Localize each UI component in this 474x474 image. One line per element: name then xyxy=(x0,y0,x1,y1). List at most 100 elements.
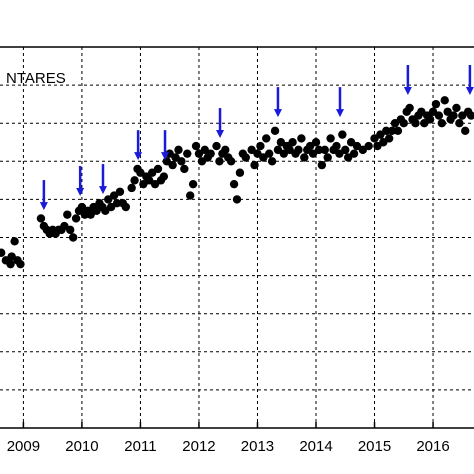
point xyxy=(229,179,239,189)
point xyxy=(425,115,435,124)
point xyxy=(256,141,265,151)
point xyxy=(16,259,25,269)
point xyxy=(232,195,242,204)
point xyxy=(183,149,192,158)
point xyxy=(226,157,236,166)
point xyxy=(320,145,329,155)
x-tick-label: 2011 xyxy=(124,438,156,455)
point xyxy=(127,183,136,193)
point xyxy=(300,153,309,162)
point xyxy=(6,259,15,269)
point xyxy=(36,214,46,223)
point xyxy=(153,164,163,174)
arrow-head xyxy=(465,87,474,96)
point xyxy=(338,130,347,139)
point xyxy=(0,248,6,257)
x-tick-label: 2014 xyxy=(299,438,332,455)
arrow-head xyxy=(216,130,225,139)
point xyxy=(434,111,444,120)
point xyxy=(174,145,183,155)
arrow-head xyxy=(98,186,107,195)
point xyxy=(399,119,408,128)
point xyxy=(264,149,274,158)
point xyxy=(364,141,373,151)
point xyxy=(314,145,324,155)
point xyxy=(440,96,449,105)
arrow xyxy=(39,180,48,211)
arrow xyxy=(161,130,170,161)
point xyxy=(323,153,332,162)
point xyxy=(449,111,458,120)
point xyxy=(212,141,221,151)
point xyxy=(405,103,414,113)
arrow-head xyxy=(403,87,412,96)
arrow-head xyxy=(39,202,48,211)
point xyxy=(431,99,441,109)
point xyxy=(63,210,72,219)
point xyxy=(66,225,75,235)
point xyxy=(180,164,189,174)
point xyxy=(215,157,224,166)
point xyxy=(297,134,306,143)
arrow xyxy=(216,108,225,139)
arrow-head xyxy=(76,187,85,196)
point xyxy=(188,179,198,189)
x-tick-label: 2016 xyxy=(416,438,449,455)
point xyxy=(384,134,394,143)
point xyxy=(270,126,280,136)
point xyxy=(466,111,474,120)
arrow xyxy=(76,165,85,196)
arrow-head xyxy=(134,152,143,161)
point xyxy=(206,149,215,158)
point xyxy=(437,119,447,128)
point xyxy=(393,126,403,136)
point xyxy=(267,157,277,166)
point xyxy=(411,119,420,128)
arrow-head xyxy=(273,109,282,118)
arrow xyxy=(98,164,107,195)
point xyxy=(177,157,186,166)
point xyxy=(112,199,122,208)
x-tick-label: 2013 xyxy=(241,438,274,455)
arrow xyxy=(403,65,412,96)
point xyxy=(130,176,139,185)
arrow xyxy=(335,87,344,118)
arrow-head xyxy=(161,152,170,161)
point xyxy=(185,191,195,200)
arrow xyxy=(465,65,474,96)
point xyxy=(115,187,125,196)
arrow xyxy=(273,87,282,118)
point xyxy=(262,134,271,143)
point xyxy=(455,119,464,128)
point xyxy=(294,145,303,155)
point xyxy=(317,160,327,170)
point xyxy=(288,138,297,147)
point xyxy=(326,134,335,143)
point xyxy=(332,141,341,151)
point xyxy=(191,141,201,151)
point xyxy=(10,237,19,246)
x-tick-label: 2015 xyxy=(358,438,391,455)
point xyxy=(221,145,230,155)
point xyxy=(159,172,169,181)
arrow xyxy=(134,130,143,161)
point xyxy=(121,202,131,212)
point xyxy=(341,145,350,155)
point xyxy=(452,103,461,113)
chart-label: NTARES xyxy=(6,70,66,87)
point xyxy=(71,214,81,223)
point xyxy=(461,126,470,136)
point xyxy=(382,126,391,136)
x-tick-label: 2009 xyxy=(7,438,40,455)
arrow-head xyxy=(335,109,344,118)
point xyxy=(349,149,359,158)
point xyxy=(68,233,78,242)
point xyxy=(250,160,259,170)
point xyxy=(241,153,250,162)
x-tick-label: 2010 xyxy=(65,438,98,455)
point xyxy=(168,160,177,170)
point xyxy=(311,138,321,147)
point xyxy=(235,168,245,177)
x-tick-label: 2012 xyxy=(182,438,215,455)
